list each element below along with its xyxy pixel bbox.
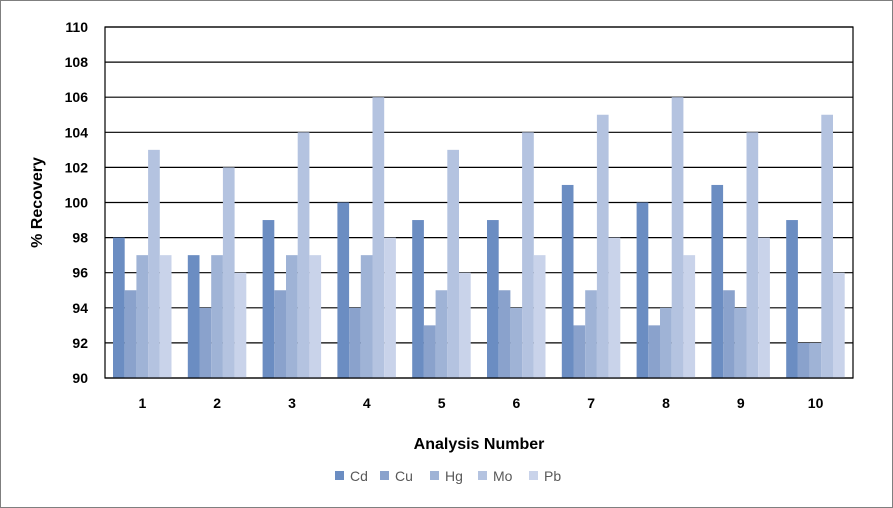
bar-cd [187, 255, 200, 378]
bar-mo [821, 114, 833, 378]
bar-series [113, 97, 845, 378]
bar-cu [349, 307, 361, 378]
y-tick-label: 90 [72, 370, 88, 386]
legend-label-mo: Mo [493, 468, 513, 484]
bar-pb [234, 272, 247, 378]
legend: Cd Cu Hg Mo Pb [335, 468, 561, 484]
bar-pb [608, 237, 621, 378]
bar-hg [136, 255, 149, 378]
bar-cu [723, 290, 735, 378]
bar-cu [423, 325, 436, 378]
x-tick-label: 3 [288, 395, 296, 411]
bar-cd [711, 184, 724, 378]
legend-label-cd: Cd [350, 468, 368, 484]
legend-swatch-cu [380, 471, 389, 480]
bar-cu [124, 290, 137, 378]
bar-mo [522, 132, 534, 378]
y-tick-label: 96 [72, 265, 88, 281]
bar-mo [746, 132, 759, 378]
bar-cu [797, 342, 810, 378]
bar-cd [337, 202, 350, 378]
bar-hg [510, 307, 523, 378]
legend-swatch-mo [478, 471, 487, 480]
legend-swatch-pb [529, 471, 538, 480]
x-tick-label: 1 [139, 395, 147, 411]
bar-cd [262, 220, 275, 378]
y-tick-label: 98 [72, 230, 88, 246]
bar-pb [533, 255, 546, 378]
legend-swatch-cd [335, 471, 344, 480]
bar-hg [660, 307, 672, 378]
bar-pb [309, 255, 322, 378]
bar-cd [561, 184, 574, 378]
legend-swatch-hg [430, 471, 439, 480]
bar-cd [113, 237, 125, 378]
bar-hg [360, 255, 373, 378]
bar-hg [286, 255, 298, 378]
bar-cu [648, 325, 660, 378]
bar-mo [297, 132, 310, 378]
y-tick-label: 110 [65, 19, 88, 35]
x-tick-label: 8 [662, 395, 670, 411]
bar-pb [833, 272, 845, 378]
y-tick-label: 106 [65, 89, 89, 105]
x-axis-label: Analysis Number [414, 436, 545, 453]
legend-label-pb: Pb [544, 468, 561, 484]
bar-mo [447, 149, 459, 378]
x-tick-label: 7 [587, 395, 595, 411]
x-tick-label: 9 [737, 395, 745, 411]
bar-cd [786, 220, 798, 378]
y-tick-label: 100 [65, 195, 89, 211]
y-tick-label: 92 [72, 335, 88, 351]
bar-cu [274, 290, 286, 378]
legend-label-hg: Hg [445, 468, 463, 484]
bar-cu [498, 290, 511, 378]
bar-mo [596, 114, 609, 378]
y-axis-ticks: 90 92 94 96 98 100 102 104 106 108 110 [65, 19, 89, 386]
x-axis-ticks: 1 2 3 4 5 6 7 8 9 10 [139, 395, 824, 411]
bar-hg [809, 342, 822, 378]
bar-pb [384, 237, 396, 378]
y-axis-label: % Recovery [29, 157, 46, 248]
bar-mo [671, 97, 684, 378]
bar-cd [487, 220, 499, 378]
bar-cd [412, 220, 424, 378]
y-tick-label: 108 [65, 54, 89, 70]
bar-hg [734, 307, 747, 378]
bar-mo [148, 149, 160, 378]
bar-hg [435, 290, 448, 378]
bar-hg [585, 290, 597, 378]
y-tick-label: 104 [65, 124, 89, 140]
bar-mo [372, 97, 385, 378]
bar-cu [199, 307, 212, 378]
y-tick-label: 102 [65, 159, 89, 175]
plot-area-border [104, 26, 854, 379]
y-tick-label: 94 [72, 300, 88, 316]
legend-label-cu: Cu [395, 468, 413, 484]
bar-pb [159, 255, 172, 378]
x-tick-label: 10 [808, 395, 824, 411]
bar-pb [758, 237, 770, 378]
bar-pb [459, 272, 471, 378]
x-tick-label: 4 [363, 395, 371, 411]
bar-cu [573, 325, 586, 378]
x-tick-label: 2 [213, 395, 221, 411]
bar-pb [683, 255, 696, 378]
bar-hg [211, 255, 223, 378]
x-tick-label: 6 [513, 395, 521, 411]
x-tick-label: 5 [438, 395, 446, 411]
bar-mo [222, 167, 235, 378]
bar-cd [636, 202, 649, 378]
